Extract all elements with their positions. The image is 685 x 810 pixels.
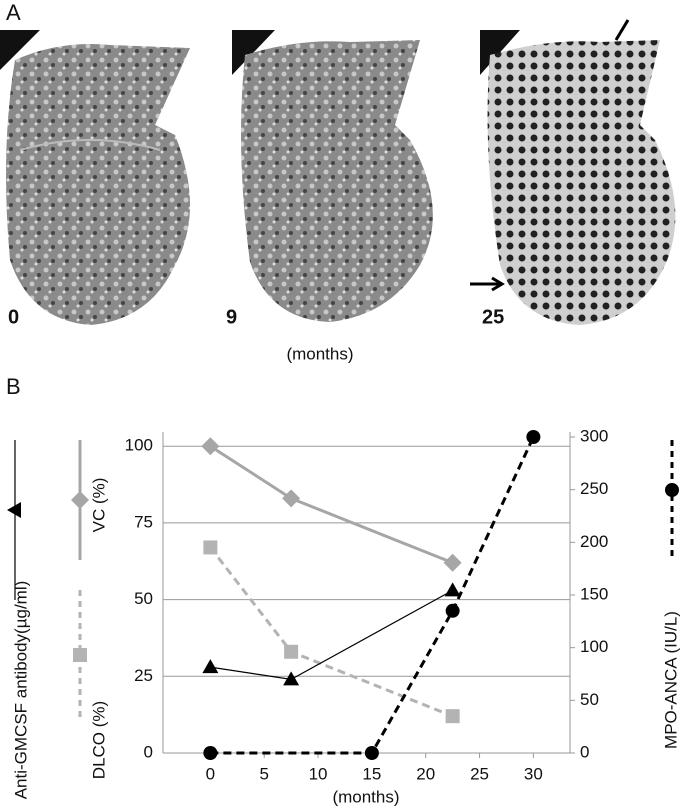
y2-tick-label: 200 bbox=[580, 532, 608, 551]
x-tick-label: 25 bbox=[470, 764, 489, 783]
data-point bbox=[283, 671, 300, 686]
data-point bbox=[282, 489, 301, 508]
data-point bbox=[444, 582, 461, 597]
series-line bbox=[209, 546, 454, 718]
x-tick-label: 15 bbox=[362, 764, 381, 783]
image-label: 0 bbox=[8, 306, 19, 328]
ct-images bbox=[0, 19, 676, 325]
x-axis-label: (months) bbox=[332, 787, 399, 806]
legend-label: Anti-GMCSF antibody(µg/ml) bbox=[11, 581, 30, 800]
data-point bbox=[526, 430, 541, 444]
y-tick-label: 25 bbox=[134, 666, 153, 685]
legend-label: DLCO (%) bbox=[89, 701, 108, 779]
data-point bbox=[284, 644, 299, 659]
y2-tick-label: 100 bbox=[580, 637, 608, 656]
data-point bbox=[201, 437, 220, 456]
legend-marker bbox=[73, 648, 87, 662]
legend-marker bbox=[71, 491, 89, 509]
series-line bbox=[209, 444, 454, 565]
data-point bbox=[364, 746, 379, 760]
data-point bbox=[203, 540, 218, 555]
y-tick-label: 75 bbox=[134, 512, 153, 531]
series-line bbox=[210, 436, 535, 755]
y-tick-label: 0 bbox=[144, 742, 153, 761]
x-tick-label: 30 bbox=[524, 764, 543, 783]
axis-label: (months) bbox=[286, 344, 353, 363]
x-tick-label: 0 bbox=[206, 764, 215, 783]
data-point bbox=[445, 603, 460, 618]
panel-label: B bbox=[6, 374, 21, 399]
y2-tick-label: 300 bbox=[580, 426, 608, 445]
legend-label: MPO-ANCA (IU/L) bbox=[661, 611, 680, 749]
x-tick-label: 5 bbox=[259, 764, 268, 783]
legend-label: VC (%) bbox=[89, 478, 108, 533]
data-point bbox=[202, 659, 219, 674]
x-tick-label: 10 bbox=[309, 764, 328, 783]
y2-tick-label: 150 bbox=[580, 584, 608, 603]
data-point bbox=[203, 746, 218, 760]
y2-tick-label: 250 bbox=[580, 479, 608, 498]
panel-label: A bbox=[6, 0, 21, 25]
image-label: 25 bbox=[482, 306, 504, 328]
series-line bbox=[210, 589, 453, 680]
y-tick-label: 100 bbox=[125, 436, 153, 455]
legend-marker bbox=[7, 502, 21, 518]
data-point bbox=[443, 553, 462, 572]
y2-tick-label: 50 bbox=[580, 690, 599, 709]
legend-marker bbox=[665, 483, 679, 497]
y2-tick-label: 0 bbox=[580, 742, 589, 761]
x-tick-label: 20 bbox=[416, 764, 435, 783]
image-label: 9 bbox=[226, 306, 237, 328]
y-tick-label: 50 bbox=[134, 589, 153, 608]
data-point bbox=[445, 709, 460, 724]
